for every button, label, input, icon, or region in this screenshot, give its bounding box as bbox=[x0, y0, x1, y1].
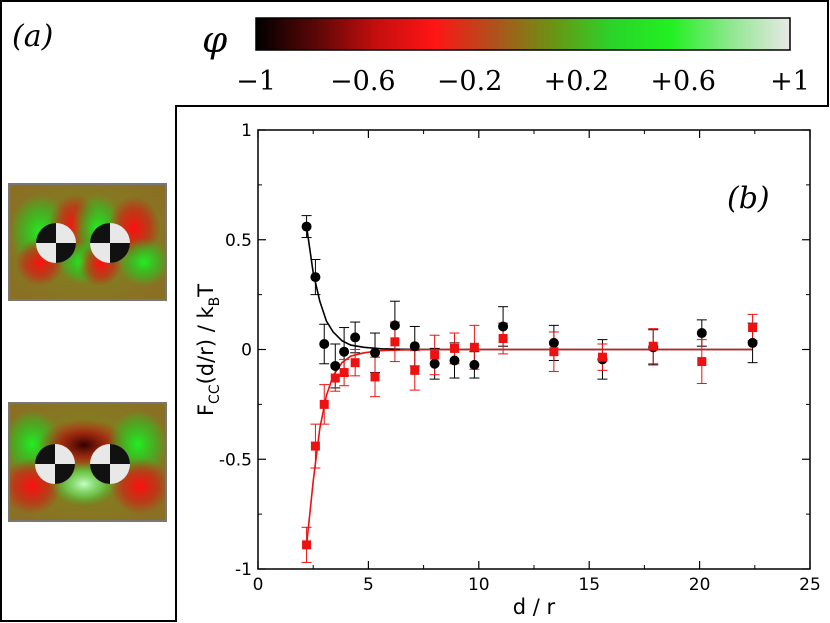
plot-series bbox=[301, 215, 758, 563]
fit-line-circle bbox=[305, 226, 753, 351]
colorbar-tick-label: +0.6 bbox=[650, 66, 716, 97]
x-tick-label: 25 bbox=[799, 575, 821, 595]
data-point-square bbox=[469, 342, 479, 352]
data-point-square bbox=[330, 373, 340, 383]
data-point-square bbox=[648, 341, 658, 351]
data-point-circle bbox=[498, 321, 509, 332]
x-tick-label: 5 bbox=[363, 575, 374, 595]
data-point-square bbox=[302, 540, 312, 550]
y-tick-label: 0.5 bbox=[225, 231, 252, 251]
colorbar-tick-label: −1 bbox=[236, 66, 276, 97]
data-point-circle bbox=[429, 358, 440, 369]
data-point-circle bbox=[409, 341, 420, 352]
x-axis-ticks: 0 5 10 15 20 25 bbox=[253, 130, 821, 595]
colorbar-ticks: −1 −0.6 −0.2 +0.2 +0.6 +1 bbox=[236, 66, 810, 97]
x-tick-label: 0 bbox=[253, 575, 264, 595]
colorbar bbox=[255, 17, 791, 51]
y-tick-label: 1 bbox=[241, 121, 252, 141]
data-point-square bbox=[748, 323, 758, 333]
colorbar-tick-label: −0.2 bbox=[437, 66, 503, 97]
snapshot-close bbox=[9, 403, 166, 521]
data-point-square bbox=[450, 343, 460, 353]
data-point-circle bbox=[548, 337, 559, 348]
data-point-circle bbox=[696, 328, 707, 339]
data-point-circle bbox=[370, 347, 381, 358]
data-point-square bbox=[697, 357, 707, 367]
fit-line-square bbox=[305, 348, 753, 545]
data-point-circle bbox=[330, 360, 341, 371]
data-point-square bbox=[390, 337, 400, 347]
data-point-square bbox=[339, 368, 349, 378]
data-point-square bbox=[350, 358, 360, 368]
data-point-circle bbox=[310, 272, 321, 283]
colloid-left bbox=[36, 223, 76, 263]
x-tick-label: 20 bbox=[689, 575, 711, 595]
data-point-square bbox=[498, 334, 508, 344]
x-tick-label: 15 bbox=[578, 575, 600, 595]
data-point-square bbox=[410, 365, 420, 375]
x-axis-label: d / r bbox=[513, 595, 556, 619]
x-tick-label: 10 bbox=[468, 575, 490, 595]
data-point-square bbox=[597, 352, 607, 362]
y-axis-label-sub1: CC bbox=[207, 384, 223, 404]
y-axis-label-end: T bbox=[194, 284, 218, 298]
colorbar-tick-label: +0.2 bbox=[544, 66, 610, 97]
y-tick-label: 0 bbox=[241, 341, 252, 361]
data-point-circle bbox=[319, 339, 330, 350]
data-point-circle bbox=[747, 337, 758, 348]
panel-b-label: (b) bbox=[727, 181, 770, 216]
y-tick-label: -0.5 bbox=[219, 450, 252, 470]
data-point-circle bbox=[350, 332, 361, 343]
data-point-square bbox=[430, 350, 440, 360]
colloid-right bbox=[90, 444, 130, 484]
data-point-square bbox=[310, 441, 320, 451]
y-axis-label-mid: (d/r) / k bbox=[194, 306, 218, 385]
y-axis-label-main: F bbox=[194, 404, 218, 416]
y-axis-label-sub2: B bbox=[207, 297, 223, 307]
colorbar-symbol: φ bbox=[202, 20, 228, 61]
data-point-circle bbox=[389, 320, 400, 331]
colorbar-tick-label: −0.6 bbox=[330, 66, 396, 97]
colloid-right bbox=[90, 223, 130, 263]
y-axis-ticks: -1 -0.5 0 0.5 1 bbox=[219, 121, 810, 580]
data-point-circle bbox=[469, 359, 480, 370]
colorbar-tick-label: +1 bbox=[770, 66, 810, 97]
panel-a-label: (a) bbox=[12, 19, 53, 54]
data-point-square bbox=[370, 372, 380, 382]
colloid-left bbox=[35, 444, 75, 484]
data-point-circle bbox=[339, 346, 350, 357]
data-point-circle bbox=[301, 221, 312, 232]
y-axis-label: FCC(d/r) / kBT bbox=[194, 284, 223, 416]
data-point-square bbox=[549, 347, 559, 357]
y-tick-label: -1 bbox=[235, 560, 252, 580]
data-point-circle bbox=[449, 355, 460, 366]
snapshot-separated bbox=[9, 184, 166, 300]
data-point-square bbox=[319, 399, 329, 409]
